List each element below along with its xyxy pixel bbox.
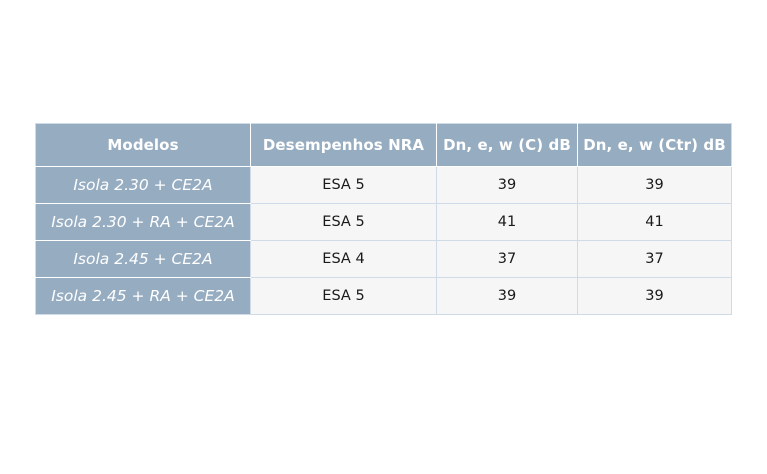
row-model-cell: Isola 2.45 + CE2A [35,240,251,278]
row-c-cell: 41 [436,203,578,241]
row-model-cell: Isola 2.30 + RA + CE2A [35,203,251,241]
header-desempenhos-nra: Desempenhos NRA [250,123,437,167]
row-c-cell: 37 [436,240,578,278]
table-row: Isola 2.30 + CE2A ESA 5 39 39 [35,166,732,204]
row-c-cell: 39 [436,277,578,315]
header-dn-e-w-c: Dn, e, w (C) dB [436,123,578,167]
header-modelos: Modelos [35,123,251,167]
row-nra-cell: ESA 5 [250,203,437,241]
row-nra-cell: ESA 4 [250,240,437,278]
row-c-cell: 39 [436,166,578,204]
row-ctr-cell: 39 [577,277,732,315]
row-ctr-cell: 37 [577,240,732,278]
table-row: Isola 2.45 + CE2A ESA 4 37 37 [35,240,732,278]
table-header: Modelos Desempenhos NRA Dn, e, w (C) dB … [35,123,732,167]
performance-table: Modelos Desempenhos NRA Dn, e, w (C) dB … [35,123,732,315]
table-row: Isola 2.45 + RA + CE2A ESA 5 39 39 [35,277,732,315]
header-dn-e-w-ctr: Dn, e, w (Ctr) dB [577,123,732,167]
table-row: Isola 2.30 + RA + CE2A ESA 5 41 41 [35,203,732,241]
row-nra-cell: ESA 5 [250,277,437,315]
row-nra-cell: ESA 5 [250,166,437,204]
row-ctr-cell: 39 [577,166,732,204]
table-body: Isola 2.30 + CE2A ESA 5 39 39 Isola 2.30… [35,166,732,315]
row-model-cell: Isola 2.30 + CE2A [35,166,251,204]
header-row: Modelos Desempenhos NRA Dn, e, w (C) dB … [35,123,732,167]
row-ctr-cell: 41 [577,203,732,241]
row-model-cell: Isola 2.45 + RA + CE2A [35,277,251,315]
performance-table-container: Modelos Desempenhos NRA Dn, e, w (C) dB … [35,123,732,315]
